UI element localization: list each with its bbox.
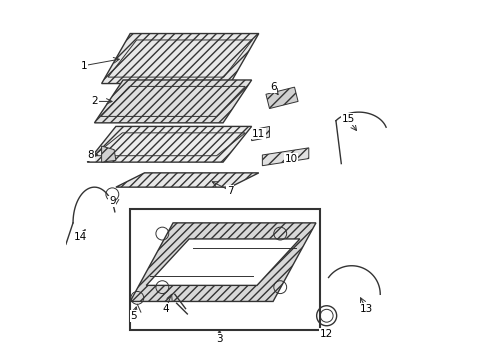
- Polygon shape: [146, 239, 299, 285]
- Text: 5: 5: [130, 311, 137, 321]
- Text: 14: 14: [73, 232, 87, 242]
- Text: 15: 15: [341, 114, 354, 124]
- Text: 13: 13: [359, 303, 372, 314]
- Bar: [130, 208, 319, 330]
- Polygon shape: [251, 126, 269, 141]
- Text: 12: 12: [319, 329, 333, 339]
- Text: 11: 11: [252, 129, 265, 139]
- Text: 9: 9: [109, 197, 115, 206]
- Text: 1: 1: [80, 61, 87, 71]
- Text: 10: 10: [284, 154, 297, 163]
- Text: 2: 2: [91, 96, 98, 107]
- Text: 4: 4: [163, 303, 169, 314]
- Polygon shape: [116, 173, 258, 187]
- Polygon shape: [102, 146, 116, 162]
- Polygon shape: [87, 126, 251, 162]
- Polygon shape: [265, 87, 298, 109]
- Polygon shape: [130, 223, 315, 301]
- Text: 6: 6: [269, 82, 276, 92]
- Polygon shape: [94, 80, 251, 123]
- Polygon shape: [262, 148, 308, 166]
- Text: 8: 8: [87, 150, 94, 160]
- Text: 7: 7: [226, 186, 233, 196]
- Text: 3: 3: [216, 334, 223, 344]
- Polygon shape: [102, 33, 258, 84]
